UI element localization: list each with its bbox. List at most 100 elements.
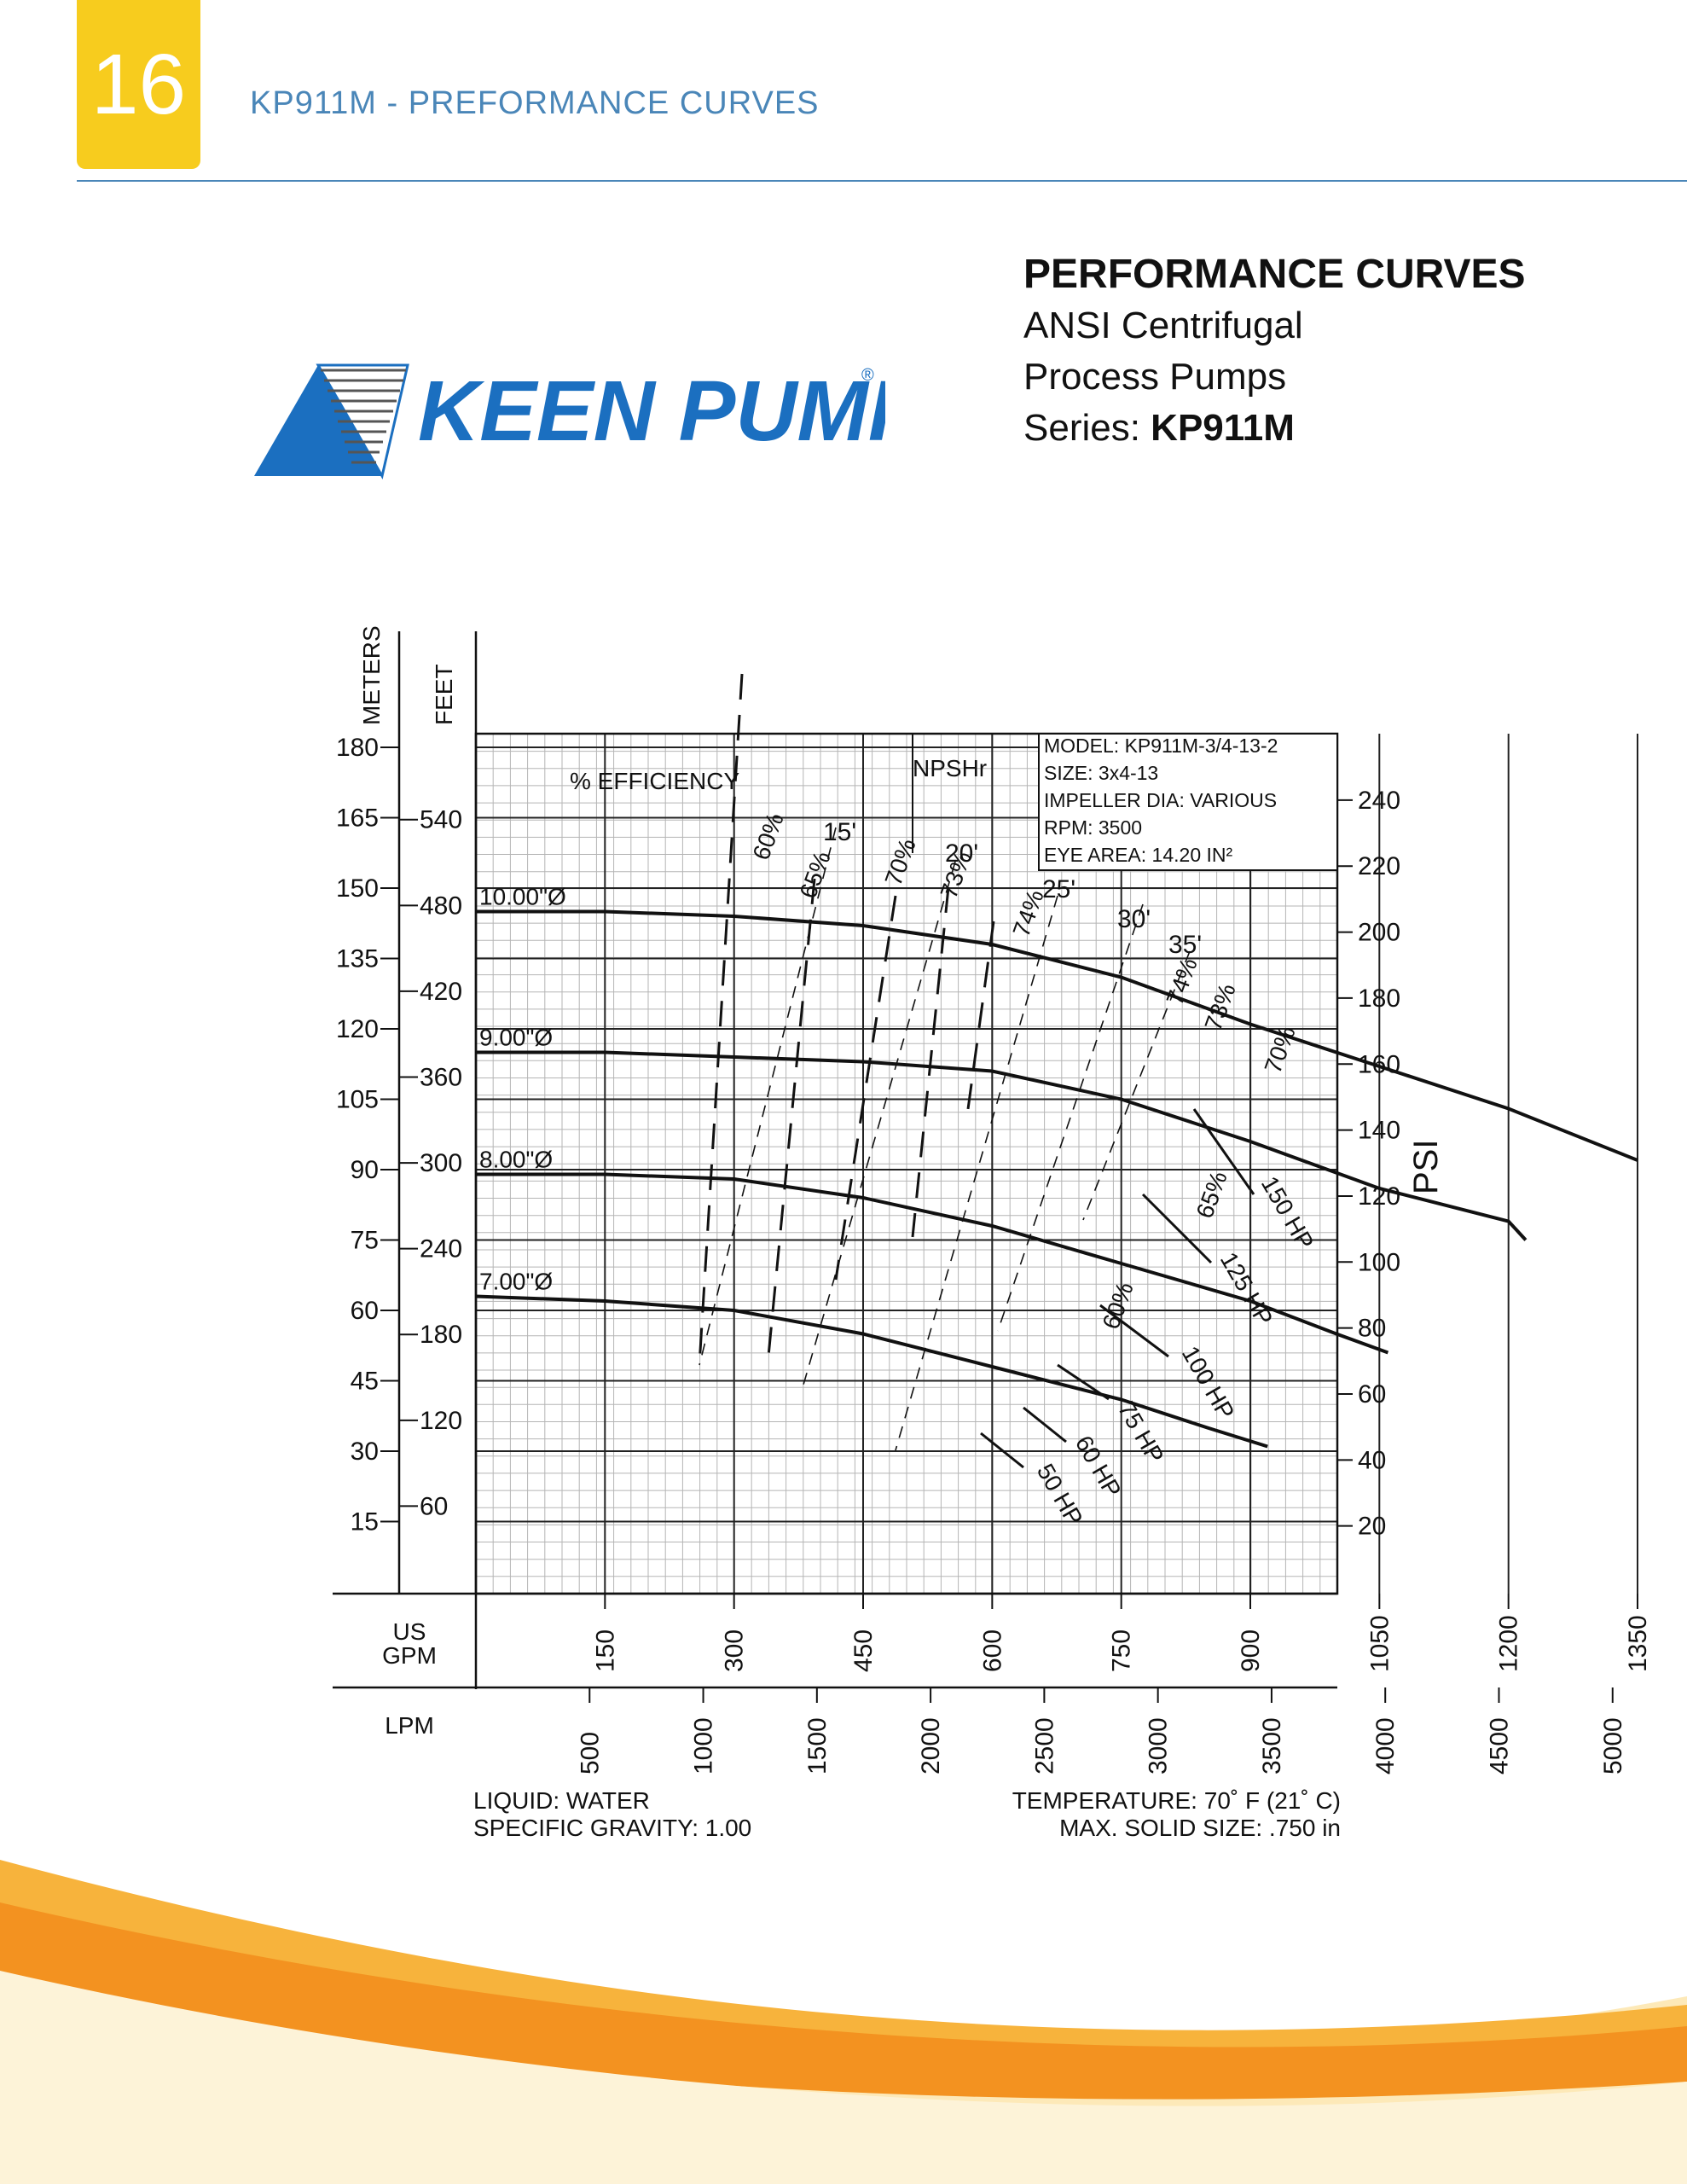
efficiency-label: 60% xyxy=(1098,1279,1139,1333)
gpm-tick-label: 750 xyxy=(1108,1629,1136,1672)
hp-line xyxy=(1057,1363,1110,1401)
lpm-tick-label: 4500 xyxy=(1485,1717,1513,1774)
temperature-note: MAX. SOLID SIZE: .750 in xyxy=(1059,1815,1341,1841)
hp-line xyxy=(980,1432,1024,1469)
efficiency-label: 65% xyxy=(795,848,836,902)
npsh-line xyxy=(1082,950,1191,1221)
running-header-title: KP911M - PREFORMANCE CURVES xyxy=(250,85,820,121)
feet-tick-label: 240 xyxy=(420,1235,462,1263)
efficiency-contour xyxy=(766,878,816,1366)
gpm-axis-title-2: GPM xyxy=(382,1642,437,1669)
title-line-2: Process Pumps xyxy=(1023,356,1287,398)
meters-tick-label: 180 xyxy=(336,734,379,762)
gpm-tick-label: 900 xyxy=(1237,1629,1265,1672)
info-box-line: RPM: 3500 xyxy=(1044,816,1142,839)
title-heading: PERFORMANCE CURVES xyxy=(1023,252,1526,297)
lpm-tick-label: 500 xyxy=(576,1732,604,1774)
gpm-tick-label: 450 xyxy=(849,1629,878,1672)
meters-tick-label: 105 xyxy=(336,1086,379,1114)
feet-tick-label: 420 xyxy=(420,978,462,1006)
page-number-badge: 16 xyxy=(77,0,200,169)
info-box-line: EYE AREA: 14.20 IN² xyxy=(1044,844,1233,866)
meters-tick-label: 30 xyxy=(351,1438,379,1466)
liquid-note: LIQUID: WATER xyxy=(473,1787,650,1814)
gpm-tick-label: 1350 xyxy=(1624,1615,1652,1672)
title-series: Series: KP911M xyxy=(1023,403,1526,454)
feet-axis-title: FEET xyxy=(431,664,457,725)
head-curve xyxy=(475,1294,1268,1449)
meters-axis-title: METERS xyxy=(358,625,385,725)
psi-tick-label: 40 xyxy=(1358,1446,1386,1474)
meters-tick-label: 120 xyxy=(336,1015,379,1043)
head-curve xyxy=(476,1050,1528,1241)
gpm-tick-label: 1200 xyxy=(1495,1615,1523,1672)
meters-tick-label: 150 xyxy=(336,874,379,903)
feet-tick-label: 60 xyxy=(420,1492,448,1520)
lpm-tick-label: 2500 xyxy=(1030,1717,1058,1774)
series-value: KP911M xyxy=(1151,407,1295,449)
npsh-label: 35' xyxy=(1168,931,1202,959)
head-curve xyxy=(476,1172,1389,1355)
lpm-tick-label: 1500 xyxy=(803,1717,832,1774)
series-label: Series: xyxy=(1023,407,1151,449)
npsh-line xyxy=(997,903,1144,1332)
psi-tick-label: 160 xyxy=(1358,1050,1400,1078)
efficiency-contour xyxy=(911,886,950,1238)
header-divider xyxy=(77,180,1687,182)
npsh-label: 15' xyxy=(823,818,856,846)
footer-swoosh xyxy=(0,1860,1687,2184)
registered-mark: ® xyxy=(861,366,874,385)
info-box-line: IMPELLER DIA: VARIOUS xyxy=(1044,789,1277,811)
hp-line xyxy=(1099,1304,1169,1358)
lpm-tick-label: 4000 xyxy=(1371,1717,1400,1774)
gpm-tick-label: 600 xyxy=(978,1629,1006,1672)
temperature-note: TEMPERATURE: 70˚ F (21˚ C) xyxy=(1012,1787,1341,1814)
info-box-line: MODEL: KP911M-3/4-13-2 xyxy=(1044,735,1278,757)
impeller-label: 10.00"Ø xyxy=(479,884,566,910)
title-line-1: ANSI Centrifugal xyxy=(1023,305,1303,346)
efficiency-label: 70% xyxy=(880,835,921,889)
lpm-tick-label: 1000 xyxy=(690,1717,718,1774)
hp-label: 50 HP xyxy=(1032,1460,1088,1531)
feet-tick-label: 480 xyxy=(420,892,462,920)
psi-tick-label: 20 xyxy=(1358,1513,1386,1541)
hp-label: 100 HP xyxy=(1177,1342,1240,1424)
psi-tick-label: 220 xyxy=(1358,852,1400,880)
page-number: 16 xyxy=(90,36,187,132)
meters-tick-label: 60 xyxy=(351,1297,379,1325)
feet-tick-label: 180 xyxy=(420,1321,462,1349)
impeller-label: 8.00"Ø xyxy=(479,1147,553,1173)
psi-tick-label: 60 xyxy=(1358,1380,1386,1409)
psi-tick-label: 140 xyxy=(1358,1117,1400,1145)
lpm-tick-label: 2000 xyxy=(917,1717,945,1774)
gpm-tick-label: 300 xyxy=(721,1629,749,1672)
psi-tick-label: 180 xyxy=(1358,985,1400,1013)
lpm-axis-title: LPM xyxy=(385,1712,434,1739)
hp-line xyxy=(1023,1406,1067,1443)
meters-tick-label: 75 xyxy=(351,1227,379,1255)
gpm-axis-title: US xyxy=(393,1618,426,1645)
impeller-label: 7.00"Ø xyxy=(479,1269,553,1295)
npsh-label: 25' xyxy=(1042,875,1075,903)
feet-tick-label: 360 xyxy=(420,1063,462,1091)
psi-tick-label: 100 xyxy=(1358,1248,1400,1276)
title-block: PERFORMANCE CURVES ANSI Centrifugal Proc… xyxy=(1023,249,1526,454)
npsh-label: 20' xyxy=(945,839,978,868)
feet-tick-label: 120 xyxy=(420,1407,462,1435)
feet-tick-label: 540 xyxy=(420,806,462,834)
lpm-tick-label: 3500 xyxy=(1258,1717,1286,1774)
meters-tick-label: 135 xyxy=(336,945,379,973)
feet-tick-label: 300 xyxy=(420,1149,462,1177)
logo-wordmark: KEEN PUMP xyxy=(418,363,885,459)
liquid-note: SPECIFIC GRAVITY: 1.00 xyxy=(473,1815,751,1841)
meters-tick-label: 165 xyxy=(336,804,379,833)
info-box-line: SIZE: 3x4-13 xyxy=(1044,762,1158,784)
lpm-tick-label: 3000 xyxy=(1145,1717,1173,1774)
npsh-line xyxy=(801,861,956,1391)
npsh-line xyxy=(895,895,1058,1451)
hp-line xyxy=(1141,1193,1213,1264)
psi-tick-label: 200 xyxy=(1358,919,1400,947)
npsh-title: NPSHr xyxy=(913,755,987,781)
psi-axis-title: PSI xyxy=(1407,1140,1445,1194)
